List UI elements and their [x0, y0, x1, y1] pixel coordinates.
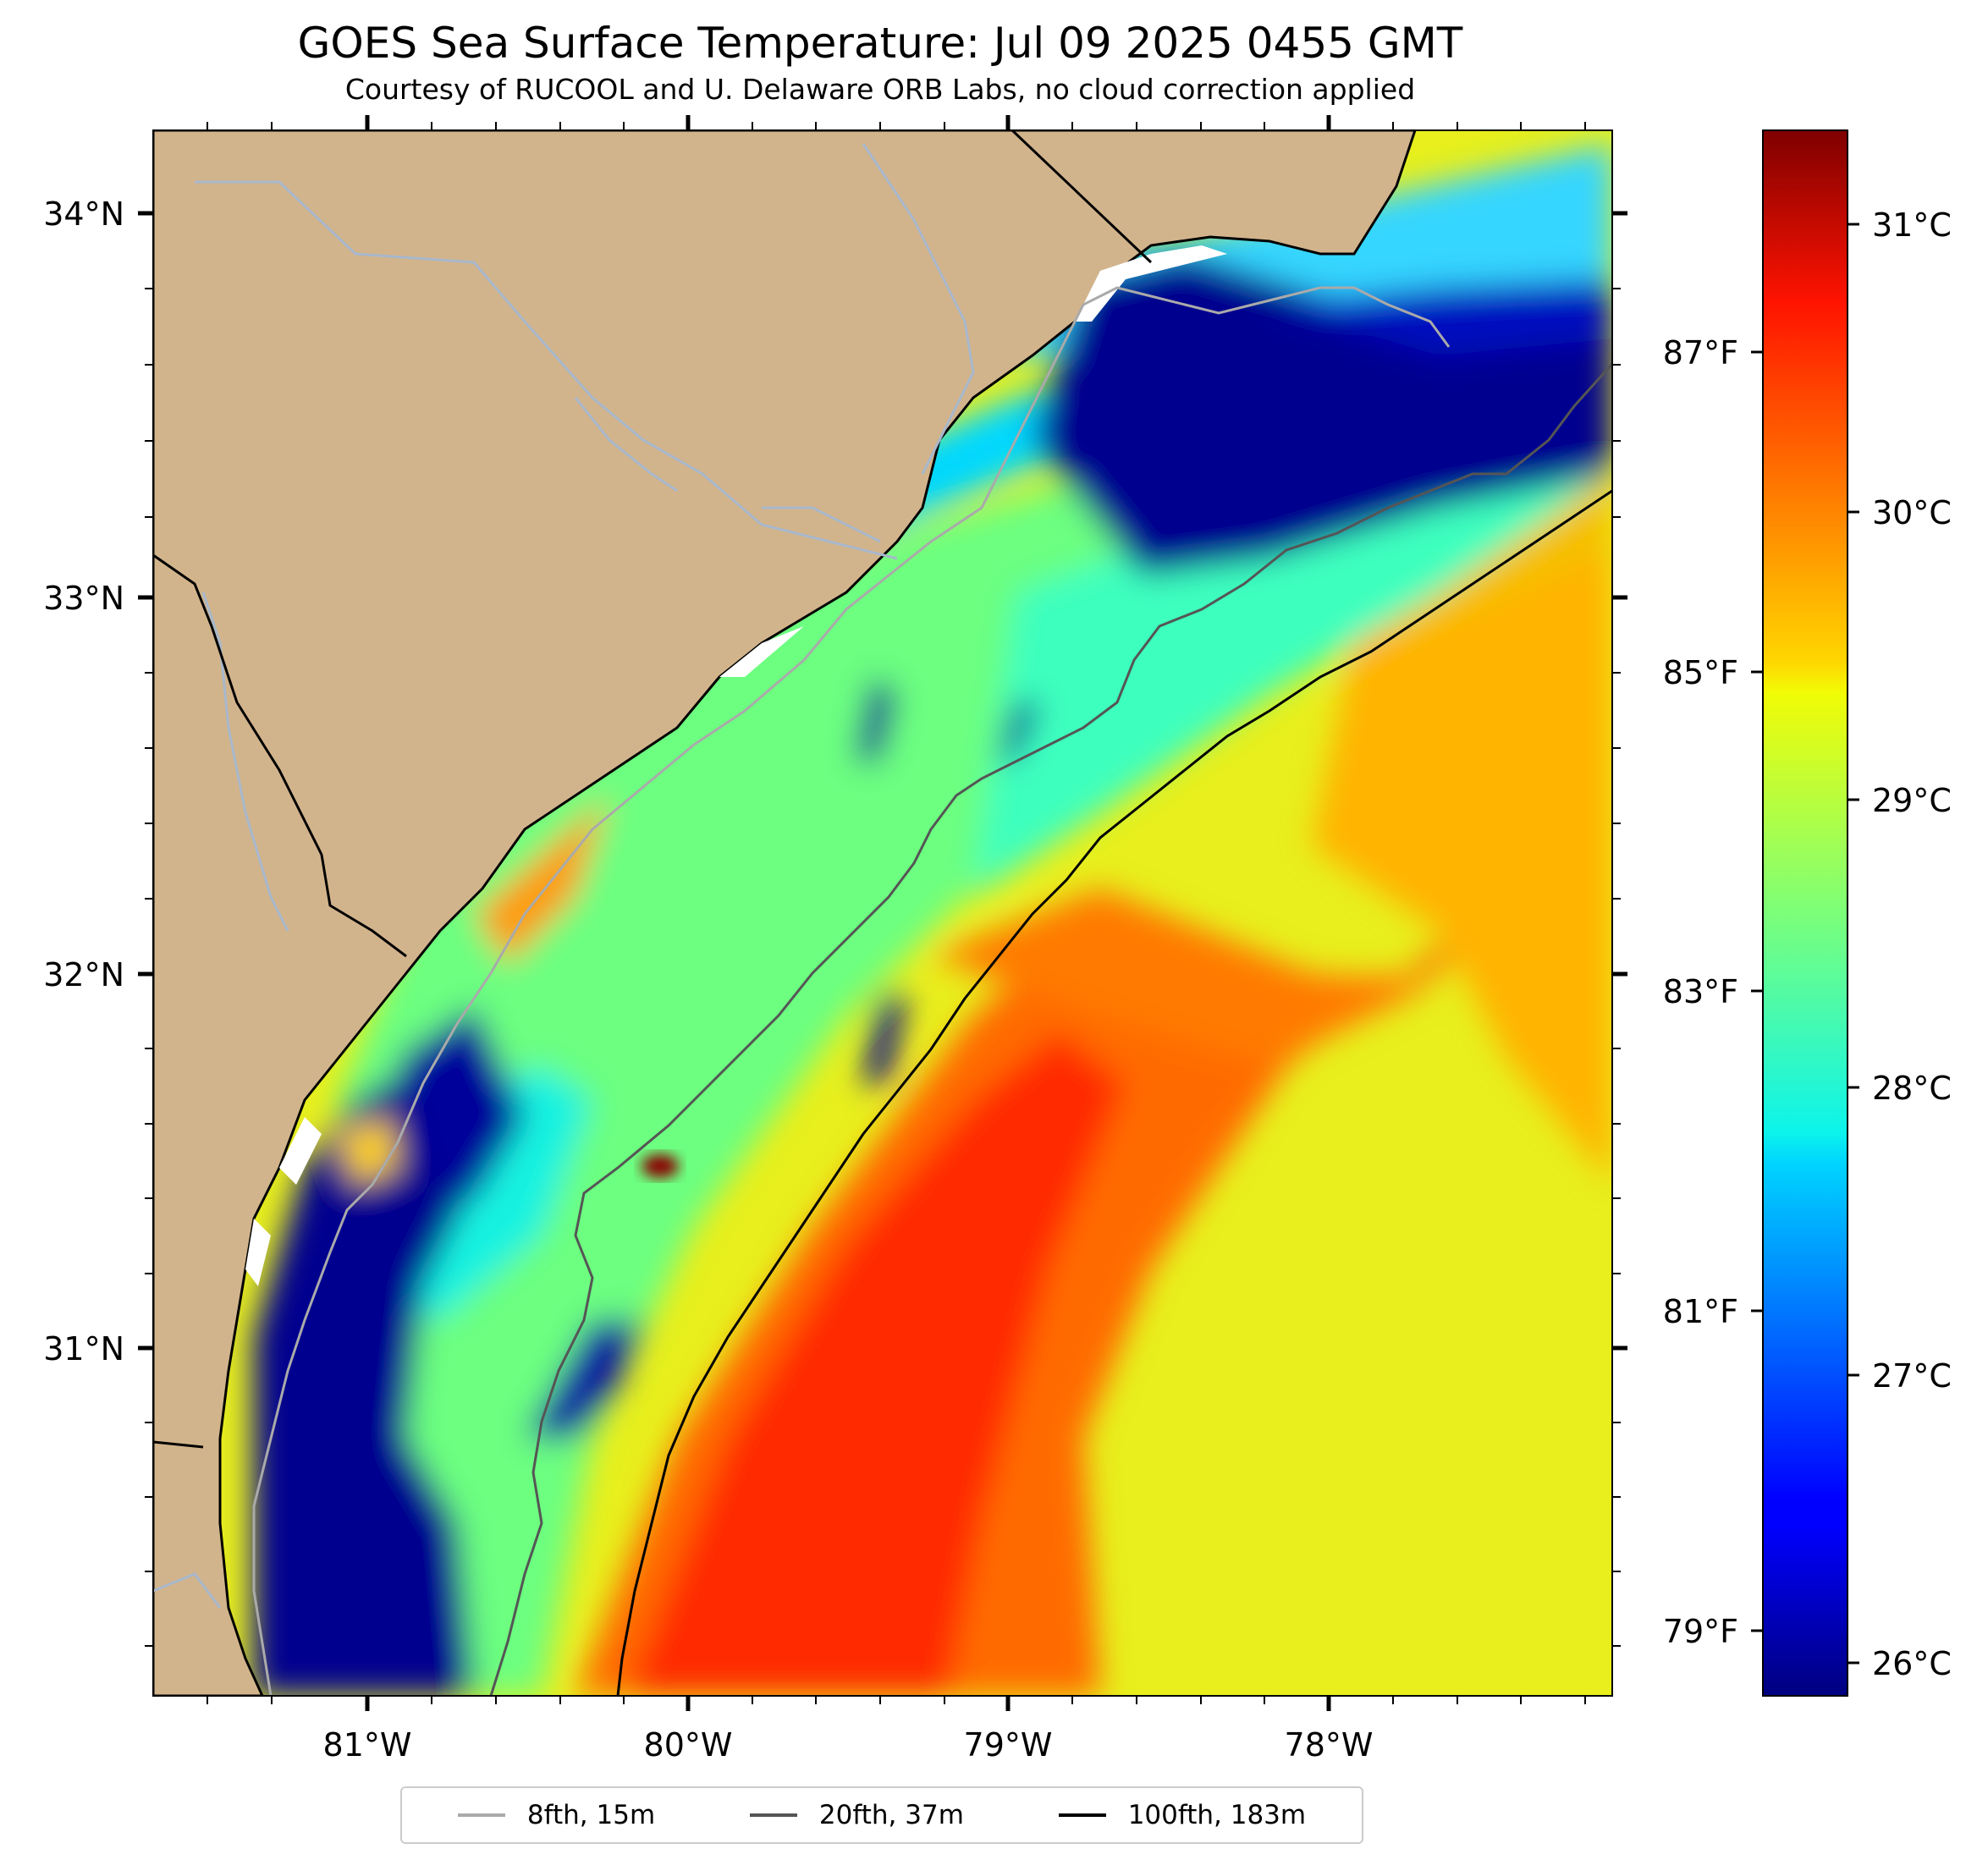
rivers	[153, 143, 975, 1609]
colorbar-label-85f: 85°F	[1663, 654, 1738, 691]
legend-line-8fth	[457, 1813, 505, 1817]
lon-label-81w: 81°W	[323, 1726, 412, 1764]
hot-spot	[642, 1154, 679, 1178]
colorbar-label-26c: 26°C	[1872, 1645, 1952, 1682]
lon-label-78w: 78°W	[1285, 1726, 1374, 1764]
legend-item-20fth: 20fth, 37m	[749, 1800, 964, 1830]
map-title: GOES Sea Surface Temperature: Jul 09 202…	[297, 19, 1463, 68]
colorbar-label-29c: 29°C	[1872, 782, 1952, 819]
colorbar-label-31c: 31°C	[1872, 206, 1952, 244]
colorbar-label-83f: 83°F	[1663, 973, 1738, 1010]
minor-ticks	[145, 122, 1621, 1704]
colorbar-label-30c: 30°C	[1872, 494, 1952, 531]
contour-8fth	[252, 286, 1451, 1696]
legend-label-20fth: 20fth, 37m	[818, 1800, 964, 1830]
colorbar-label-27c: 27°C	[1872, 1357, 1952, 1395]
colorbar-label-81f: 81°F	[1663, 1293, 1738, 1330]
colorbar-label-79f: 79°F	[1663, 1613, 1738, 1650]
colorbar	[1762, 129, 1848, 1697]
lat-label-32n: 32°N	[43, 956, 124, 993]
map-frame	[152, 129, 1613, 1697]
lat-label-31n: 31°N	[43, 1330, 124, 1367]
legend-label-100fth: 100fth, 183m	[1127, 1800, 1307, 1830]
lon-label-80w: 80°W	[644, 1726, 733, 1764]
lon-label-79w: 79°W	[964, 1726, 1053, 1764]
colorbar-label-28c: 28°C	[1872, 1070, 1952, 1107]
legend-label-8fth: 8fth, 15m	[526, 1800, 656, 1830]
colorbar-ticks	[1751, 223, 1859, 1665]
sst-field	[254, 144, 1612, 1696]
colorbar-label-87f: 87°F	[1663, 334, 1738, 371]
map-subtitle: Courtesy of RUCOOL and U. Delaware ORB L…	[344, 73, 1416, 106]
major-ticks	[138, 115, 1627, 1711]
contour-20fth	[489, 362, 1612, 1696]
land-mass	[153, 130, 1417, 1696]
legend-line-20fth	[749, 1813, 797, 1817]
lat-label-34n: 34°N	[43, 195, 124, 233]
legend-item-8fth: 8fth, 15m	[457, 1800, 656, 1830]
contour-legend: 8fth, 15m 20fth, 37m 100fth, 183m	[400, 1786, 1363, 1844]
legend-line-100fth	[1058, 1813, 1106, 1817]
map-area	[153, 130, 1612, 1696]
lat-label-33n: 33°N	[43, 580, 124, 617]
state-borders	[153, 130, 1153, 1449]
contour-100fth	[616, 489, 1612, 1696]
legend-item-100fth: 100fth, 183m	[1058, 1800, 1307, 1830]
